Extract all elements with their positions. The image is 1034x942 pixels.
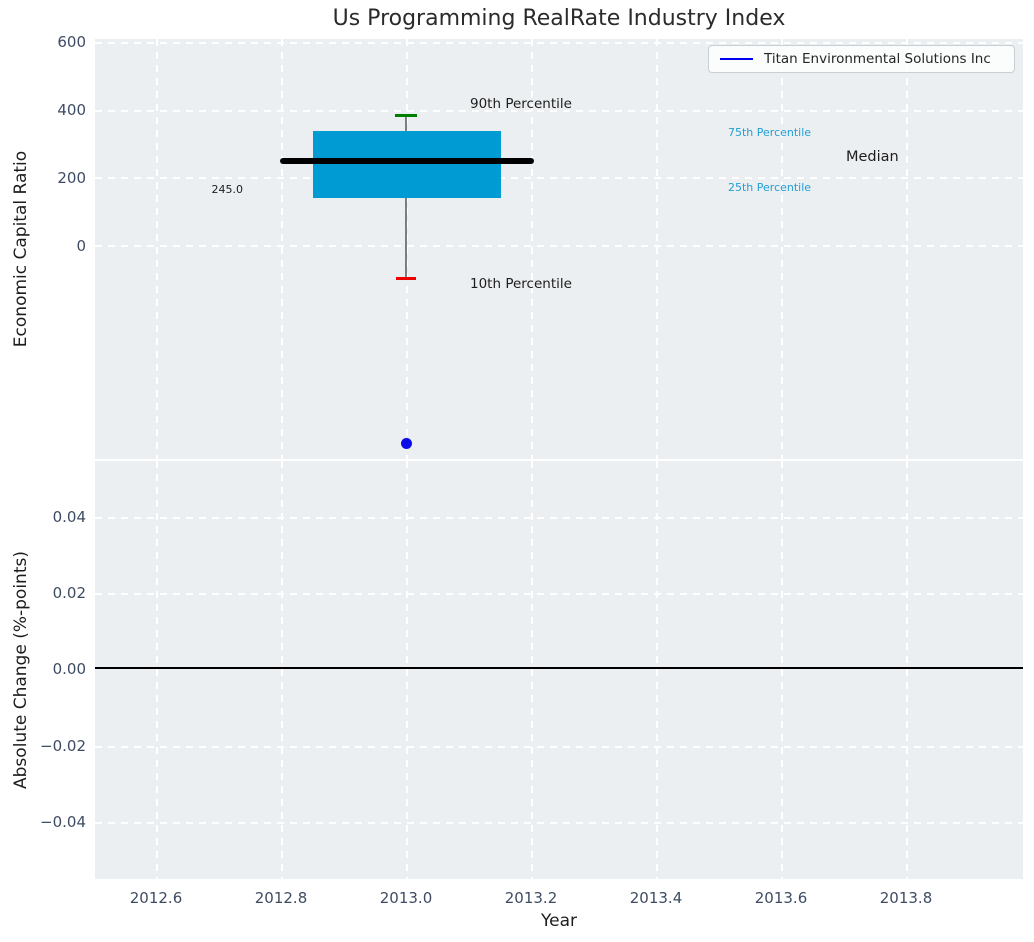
xtick: 2013.8 <box>879 889 933 907</box>
legend-label: Titan Environmental Solutions Inc <box>764 51 991 67</box>
gridline-vertical <box>906 39 908 459</box>
ytick-bottom: −0.02 <box>40 737 86 755</box>
gridline-vertical <box>531 39 533 459</box>
ytick-bottom: 0.00 <box>52 660 86 678</box>
ytick-top: 200 <box>57 169 86 187</box>
ytick-top: 600 <box>57 33 86 51</box>
p10-cap <box>396 277 416 280</box>
gridline-vertical <box>406 461 408 879</box>
gridline-horizontal <box>95 245 1023 247</box>
ytick-bottom: 0.02 <box>52 584 86 602</box>
gridline-horizontal <box>95 110 1023 112</box>
gridline-vertical <box>281 461 283 879</box>
legend-line-sample <box>720 57 753 61</box>
gridline-vertical <box>656 39 658 459</box>
p10-label: 10th Percentile <box>470 276 572 292</box>
gridline-vertical <box>156 39 158 459</box>
gridline-vertical <box>281 39 283 459</box>
ytick-top: 0 <box>76 237 86 255</box>
p90-cap <box>395 114 417 117</box>
xtick: 2012.8 <box>254 889 308 907</box>
xtick: 2013.0 <box>379 889 433 907</box>
median-value-label: 245.0 <box>211 183 244 196</box>
gridline-horizontal <box>95 42 1023 44</box>
plot-area-top: 245.0 90th Percentile 10th Percentile 75… <box>95 39 1023 459</box>
xtick: 2012.6 <box>129 889 183 907</box>
ytick-bottom: 0.04 <box>52 508 86 526</box>
xtick: 2013.2 <box>504 889 558 907</box>
gridline-horizontal <box>95 746 1023 748</box>
plot-area-bottom <box>95 461 1023 879</box>
gridline-vertical <box>781 39 783 459</box>
zero-reference-line <box>95 667 1023 670</box>
gridline-vertical <box>531 461 533 879</box>
xtick: 2013.6 <box>754 889 808 907</box>
gridline-horizontal <box>95 593 1023 595</box>
gridline-vertical <box>656 461 658 879</box>
p25-label: 25th Percentile <box>728 181 812 194</box>
gridline-vertical <box>156 461 158 879</box>
chart-title: Us Programming RealRate Industry Index <box>332 6 786 31</box>
xtick: 2013.4 <box>629 889 683 907</box>
ytick-bottom: −0.04 <box>40 813 86 831</box>
gridline-vertical <box>906 461 908 879</box>
company-data-point <box>401 438 412 449</box>
p75-label: 75th Percentile <box>728 126 812 139</box>
median-label: Median <box>846 149 899 165</box>
ytick-top: 400 <box>57 101 86 119</box>
gridline-vertical <box>406 39 408 459</box>
iqr-box <box>313 131 501 198</box>
gridline-horizontal <box>95 822 1023 824</box>
median-line <box>280 158 534 164</box>
xlabel: Year <box>541 911 577 931</box>
gridline-vertical <box>781 461 783 879</box>
gridline-horizontal <box>95 517 1023 519</box>
ylabel-top: Economic Capital Ratio <box>11 150 31 348</box>
gridline-horizontal <box>95 177 1023 179</box>
ylabel-bottom: Absolute Change (%-points) <box>11 551 31 789</box>
p90-label: 90th Percentile <box>470 96 572 112</box>
legend: Titan Environmental Solutions Inc <box>708 45 1015 73</box>
